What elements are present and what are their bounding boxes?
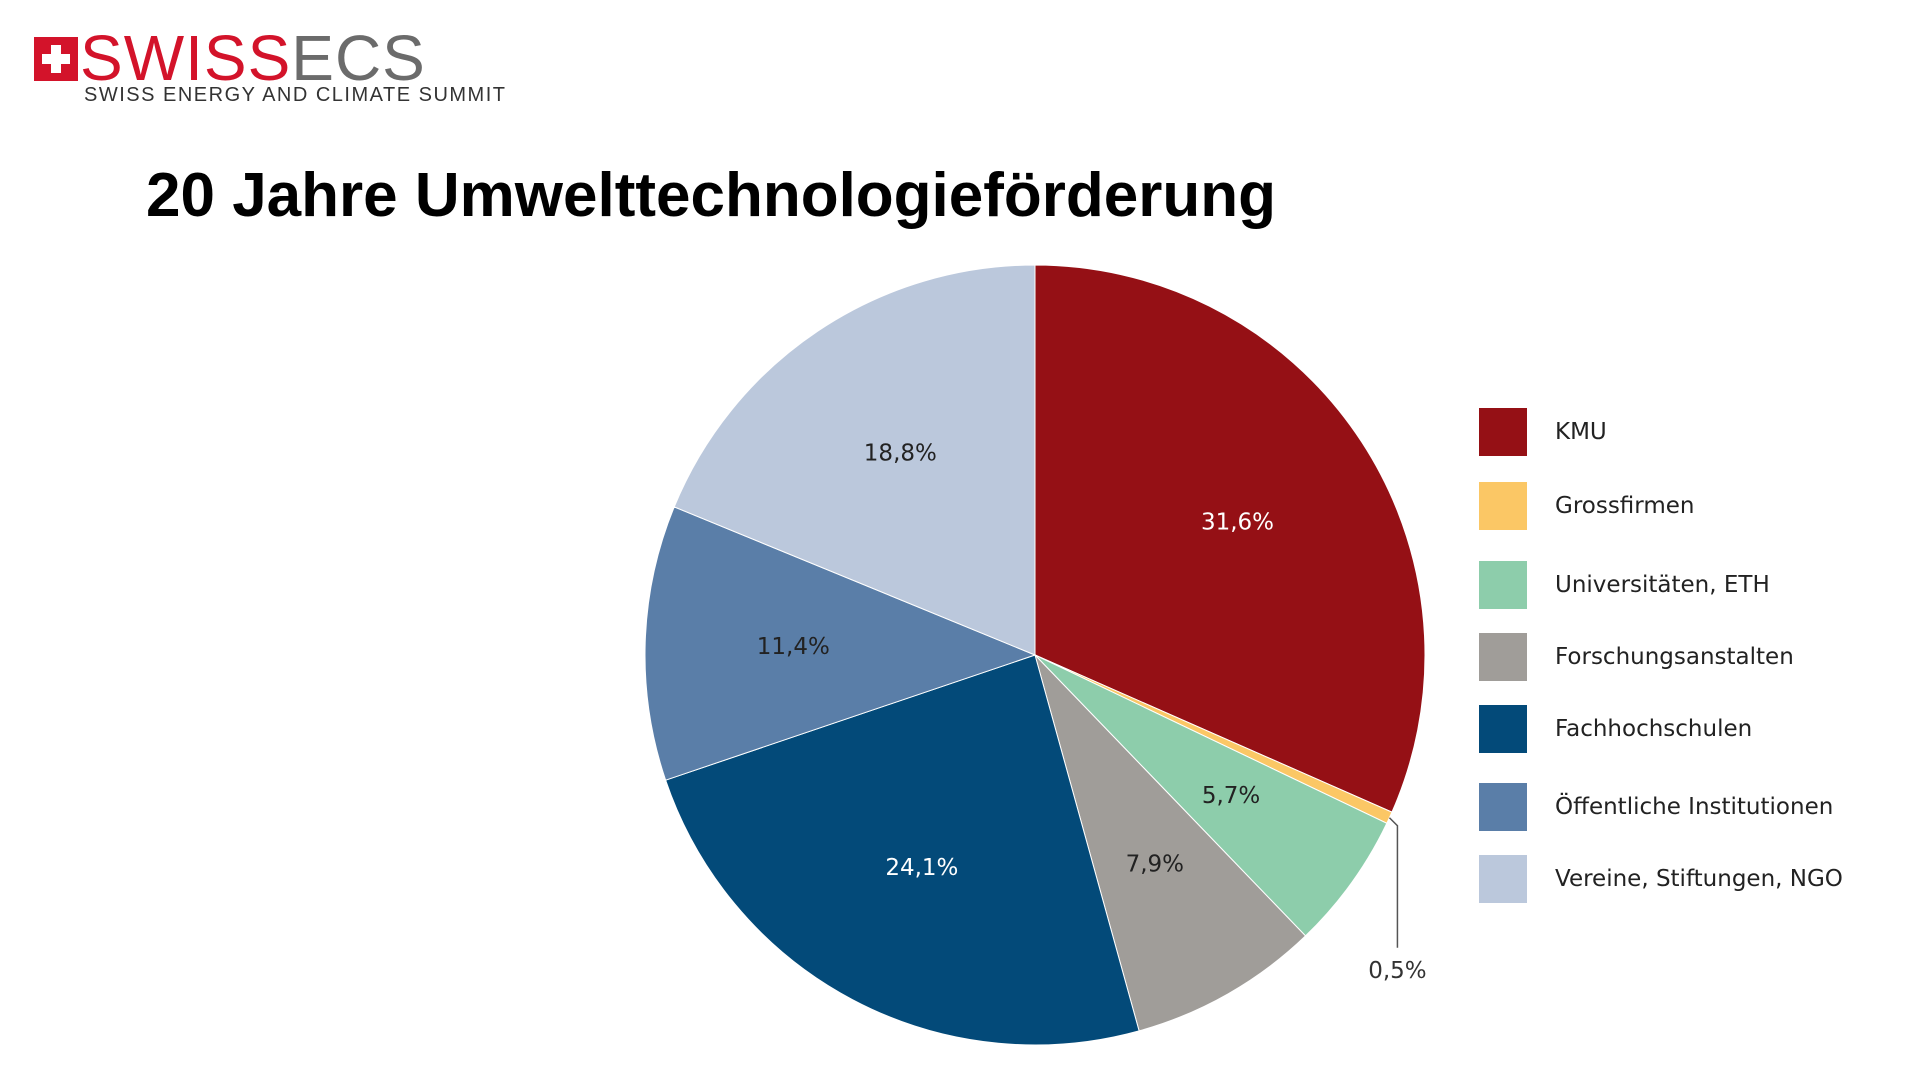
legend-swatch: [1479, 482, 1527, 530]
data-label-4: 24,1%: [885, 855, 958, 881]
logo-wordmark: SWISSECS: [80, 26, 426, 90]
logo-word-ecs: ECS: [291, 22, 426, 94]
legend-label: Grossfirmen: [1555, 493, 1695, 519]
legend-item-5: Öffentliche Institutionen: [1479, 783, 1899, 831]
data-label-5: 11,4%: [757, 634, 830, 660]
swissecs-logo: SWISSECS SWISS ENERGY AND CLIMATE SUMMIT: [34, 26, 505, 106]
data-label-2: 5,7%: [1202, 783, 1260, 809]
pie-slice-4: [664, 654, 1140, 1046]
legend-item-1: Grossfirmen: [1479, 482, 1899, 530]
data-label-0: 31,6%: [1201, 509, 1274, 535]
legend-label: KMU: [1555, 419, 1607, 445]
legend-label: Öffentliche Institutionen: [1555, 794, 1834, 820]
legend-item-6: Vereine, Stiftungen, NGO: [1479, 855, 1899, 903]
pie-slice-5: [644, 506, 1037, 781]
legend-item-3: Forschungsanstalten: [1479, 633, 1899, 681]
legend-swatch: [1479, 783, 1527, 831]
legend-item-0: KMU: [1479, 408, 1899, 456]
data-label-6: 18,8%: [864, 441, 937, 467]
data-label-3: 7,9%: [1126, 852, 1184, 878]
legend-swatch: [1479, 855, 1527, 903]
pie-slice-6: [673, 264, 1036, 656]
legend-swatch: [1479, 408, 1527, 456]
chart-title: 20 Jahre Umwelttechnologieförderung: [146, 161, 1276, 230]
legend-label: Forschungsanstalten: [1555, 644, 1794, 670]
logo-word-swiss: SWISS: [80, 22, 292, 94]
pie-slice-2: [1034, 654, 1388, 937]
legend-label: Fachhochschulen: [1555, 716, 1753, 742]
swiss-flag-icon: [34, 37, 78, 81]
pie-slice-3: [1034, 654, 1307, 1032]
legend-swatch: [1479, 705, 1527, 753]
legend-item-2: Universitäten, ETH: [1479, 561, 1899, 609]
legend-swatch: [1479, 561, 1527, 609]
legend-item-4: Fachhochschulen: [1479, 705, 1899, 753]
pie-slice-0: [1034, 264, 1426, 813]
logo-subtitle: SWISS ENERGY AND CLIMATE SUMMIT: [84, 84, 507, 106]
legend-swatch: [1479, 633, 1527, 681]
callout-line-1: [1388, 817, 1399, 948]
data-label-1: 0,5%: [1368, 958, 1426, 984]
legend-label: Vereine, Stiftungen, NGO: [1555, 866, 1843, 892]
legend-label: Universitäten, ETH: [1555, 572, 1770, 598]
